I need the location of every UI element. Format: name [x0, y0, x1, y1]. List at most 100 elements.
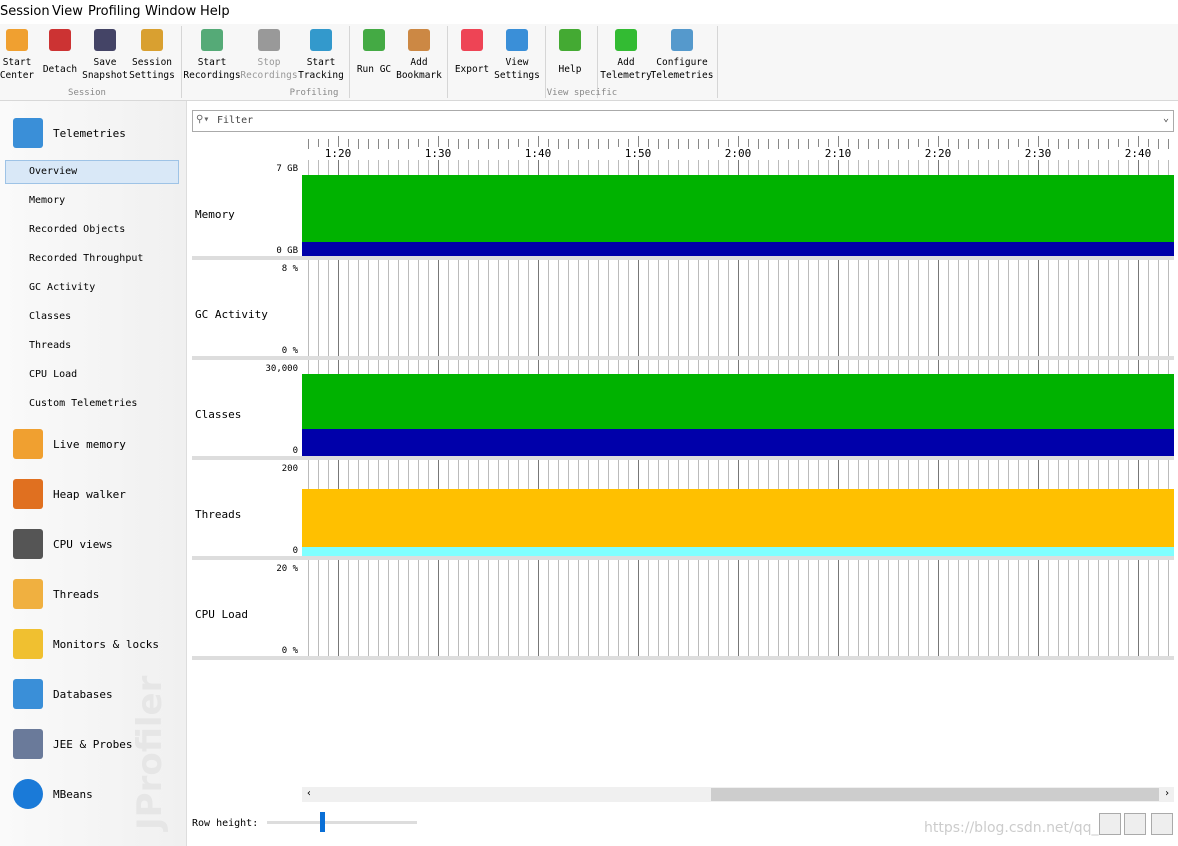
- toolbar-button-label[interactable]: Run GC: [356, 64, 392, 75]
- tick: [348, 139, 349, 149]
- sidebar-section[interactable]: Live memory: [53, 438, 126, 451]
- tick: [928, 139, 929, 149]
- sidebar-section[interactable]: Heap walker: [53, 488, 126, 501]
- toolbar-icon[interactable]: [559, 29, 581, 51]
- menu-item[interactable]: Help: [200, 4, 230, 19]
- chart-area: [302, 374, 1174, 429]
- filter-box[interactable]: ⚲▾ Filter ⌄: [192, 110, 1174, 132]
- toolbar-button-label[interactable]: Telemetries: [650, 70, 714, 81]
- tick: [308, 139, 309, 149]
- sidebar-item[interactable]: Recorded Objects: [29, 224, 126, 235]
- tick: [618, 139, 619, 149]
- tick: [358, 139, 359, 149]
- sidebar-section[interactable]: JEE & Probes: [53, 738, 133, 751]
- toolbar-icon[interactable]: [671, 29, 693, 51]
- toolbar-button-label[interactable]: Export: [454, 64, 490, 75]
- toolbar-icon[interactable]: [408, 29, 430, 51]
- sidebar-section[interactable]: MBeans: [53, 788, 93, 801]
- sidebar-section[interactable]: Databases: [53, 688, 113, 701]
- time-label: 2:40: [1118, 147, 1158, 160]
- toolbar-icon[interactable]: [6, 29, 28, 51]
- tick: [1018, 139, 1019, 149]
- sidebar-item[interactable]: CPU Load: [29, 369, 78, 380]
- toolbar-icon[interactable]: [258, 29, 280, 51]
- sidebar-item[interactable]: Classes: [29, 311, 72, 322]
- sidebar-item[interactable]: Overview: [29, 166, 78, 177]
- menu-item[interactable]: Profiling: [88, 4, 141, 19]
- toolbar-button-label[interactable]: Bookmark: [396, 70, 442, 81]
- tick: [588, 139, 589, 149]
- toolbar-group-label: View specific: [546, 88, 618, 98]
- sidebar-item[interactable]: Memory: [29, 195, 66, 206]
- toolbar-icon[interactable]: [461, 29, 483, 51]
- sidebar-item[interactable]: Recorded Throughput: [29, 253, 144, 264]
- slider-thumb[interactable]: [320, 812, 325, 832]
- sidebar-icon: [13, 679, 43, 709]
- toolbar-button-label[interactable]: Recordings: [240, 70, 298, 81]
- scroll-thumb[interactable]: [711, 788, 1159, 801]
- toolbar-button-label[interactable]: Settings: [129, 70, 175, 81]
- zoom-fit[interactable]: [1151, 813, 1173, 835]
- toolbar-button-label[interactable]: Settings: [494, 70, 540, 81]
- sidebar-item[interactable]: Threads: [29, 340, 72, 351]
- sidebar-item[interactable]: GC Activity: [29, 282, 96, 293]
- sidebar-icon: [13, 629, 43, 659]
- toolbar-button-label[interactable]: Telemetry: [600, 70, 652, 81]
- filter-dropdown[interactable]: ⌄: [1162, 113, 1169, 124]
- h-scrollbar[interactable]: ‹ ›: [302, 787, 1174, 802]
- sidebar-icon: [13, 429, 43, 459]
- sidebar-section[interactable]: Monitors & locks: [53, 638, 159, 651]
- toolbar-icon[interactable]: [49, 29, 71, 51]
- menu-item[interactable]: Session: [0, 4, 50, 19]
- sidebar-section[interactable]: Telemetries: [53, 127, 126, 140]
- menu-item[interactable]: View: [52, 4, 83, 19]
- toolbar-icon[interactable]: [506, 29, 528, 51]
- row-max: 30,000: [265, 364, 298, 374]
- toolbar-button-label[interactable]: Detach: [42, 64, 78, 75]
- tick: [998, 139, 999, 149]
- tick: [948, 139, 949, 149]
- zoom-out[interactable]: [1124, 813, 1146, 835]
- toolbar-button-label[interactable]: Center: [0, 70, 35, 81]
- toolbar-icon[interactable]: [310, 29, 332, 51]
- toolbar-button-label[interactable]: Help: [558, 64, 582, 75]
- toolbar-button-label[interactable]: Tracking: [298, 70, 344, 81]
- toolbar: [0, 24, 1178, 101]
- scroll-right[interactable]: ›: [1163, 788, 1170, 799]
- tick: [1148, 139, 1149, 149]
- toolbar-group-label: Session: [68, 88, 106, 98]
- toolbar-button-label[interactable]: Session: [131, 57, 173, 68]
- scroll-left[interactable]: ‹: [306, 788, 313, 799]
- toolbar-button-label[interactable]: Configure: [656, 57, 708, 68]
- time-label: 2:00: [718, 147, 758, 160]
- toolbar-button-label[interactable]: Add: [410, 57, 428, 68]
- time-label: 1:50: [618, 147, 658, 160]
- toolbar-button-label[interactable]: Save: [93, 57, 117, 68]
- toolbar-icon[interactable]: [141, 29, 163, 51]
- menu-item[interactable]: Window: [145, 4, 197, 19]
- toolbar-button-label[interactable]: View: [505, 57, 529, 68]
- time-label: 2:10: [818, 147, 858, 160]
- tick: [318, 139, 319, 149]
- toolbar-icon[interactable]: [363, 29, 385, 51]
- sidebar-section[interactable]: CPU views: [53, 538, 113, 551]
- tick: [1108, 139, 1109, 149]
- toolbar-icon[interactable]: [94, 29, 116, 51]
- toolbar-button-label[interactable]: Start: [306, 57, 336, 68]
- toolbar-button-label[interactable]: Stop: [257, 57, 281, 68]
- toolbar-button-label[interactable]: Start: [2, 57, 32, 68]
- row-min: 0: [292, 446, 298, 456]
- tick: [678, 139, 679, 149]
- toolbar-icon[interactable]: [201, 29, 223, 51]
- toolbar-button-label[interactable]: Recordings: [183, 70, 241, 81]
- row-label: CPU Load: [195, 608, 248, 621]
- toolbar-button-label[interactable]: Snapshot: [82, 70, 128, 81]
- sidebar-item[interactable]: Custom Telemetries: [29, 398, 138, 409]
- slider-track[interactable]: [267, 821, 417, 824]
- toolbar-button-label[interactable]: Add: [617, 57, 635, 68]
- zoom-in[interactable]: [1099, 813, 1121, 835]
- toolbar-button-label[interactable]: Start: [197, 57, 227, 68]
- toolbar-icon[interactable]: [615, 29, 637, 51]
- sidebar-section[interactable]: Threads: [53, 588, 100, 601]
